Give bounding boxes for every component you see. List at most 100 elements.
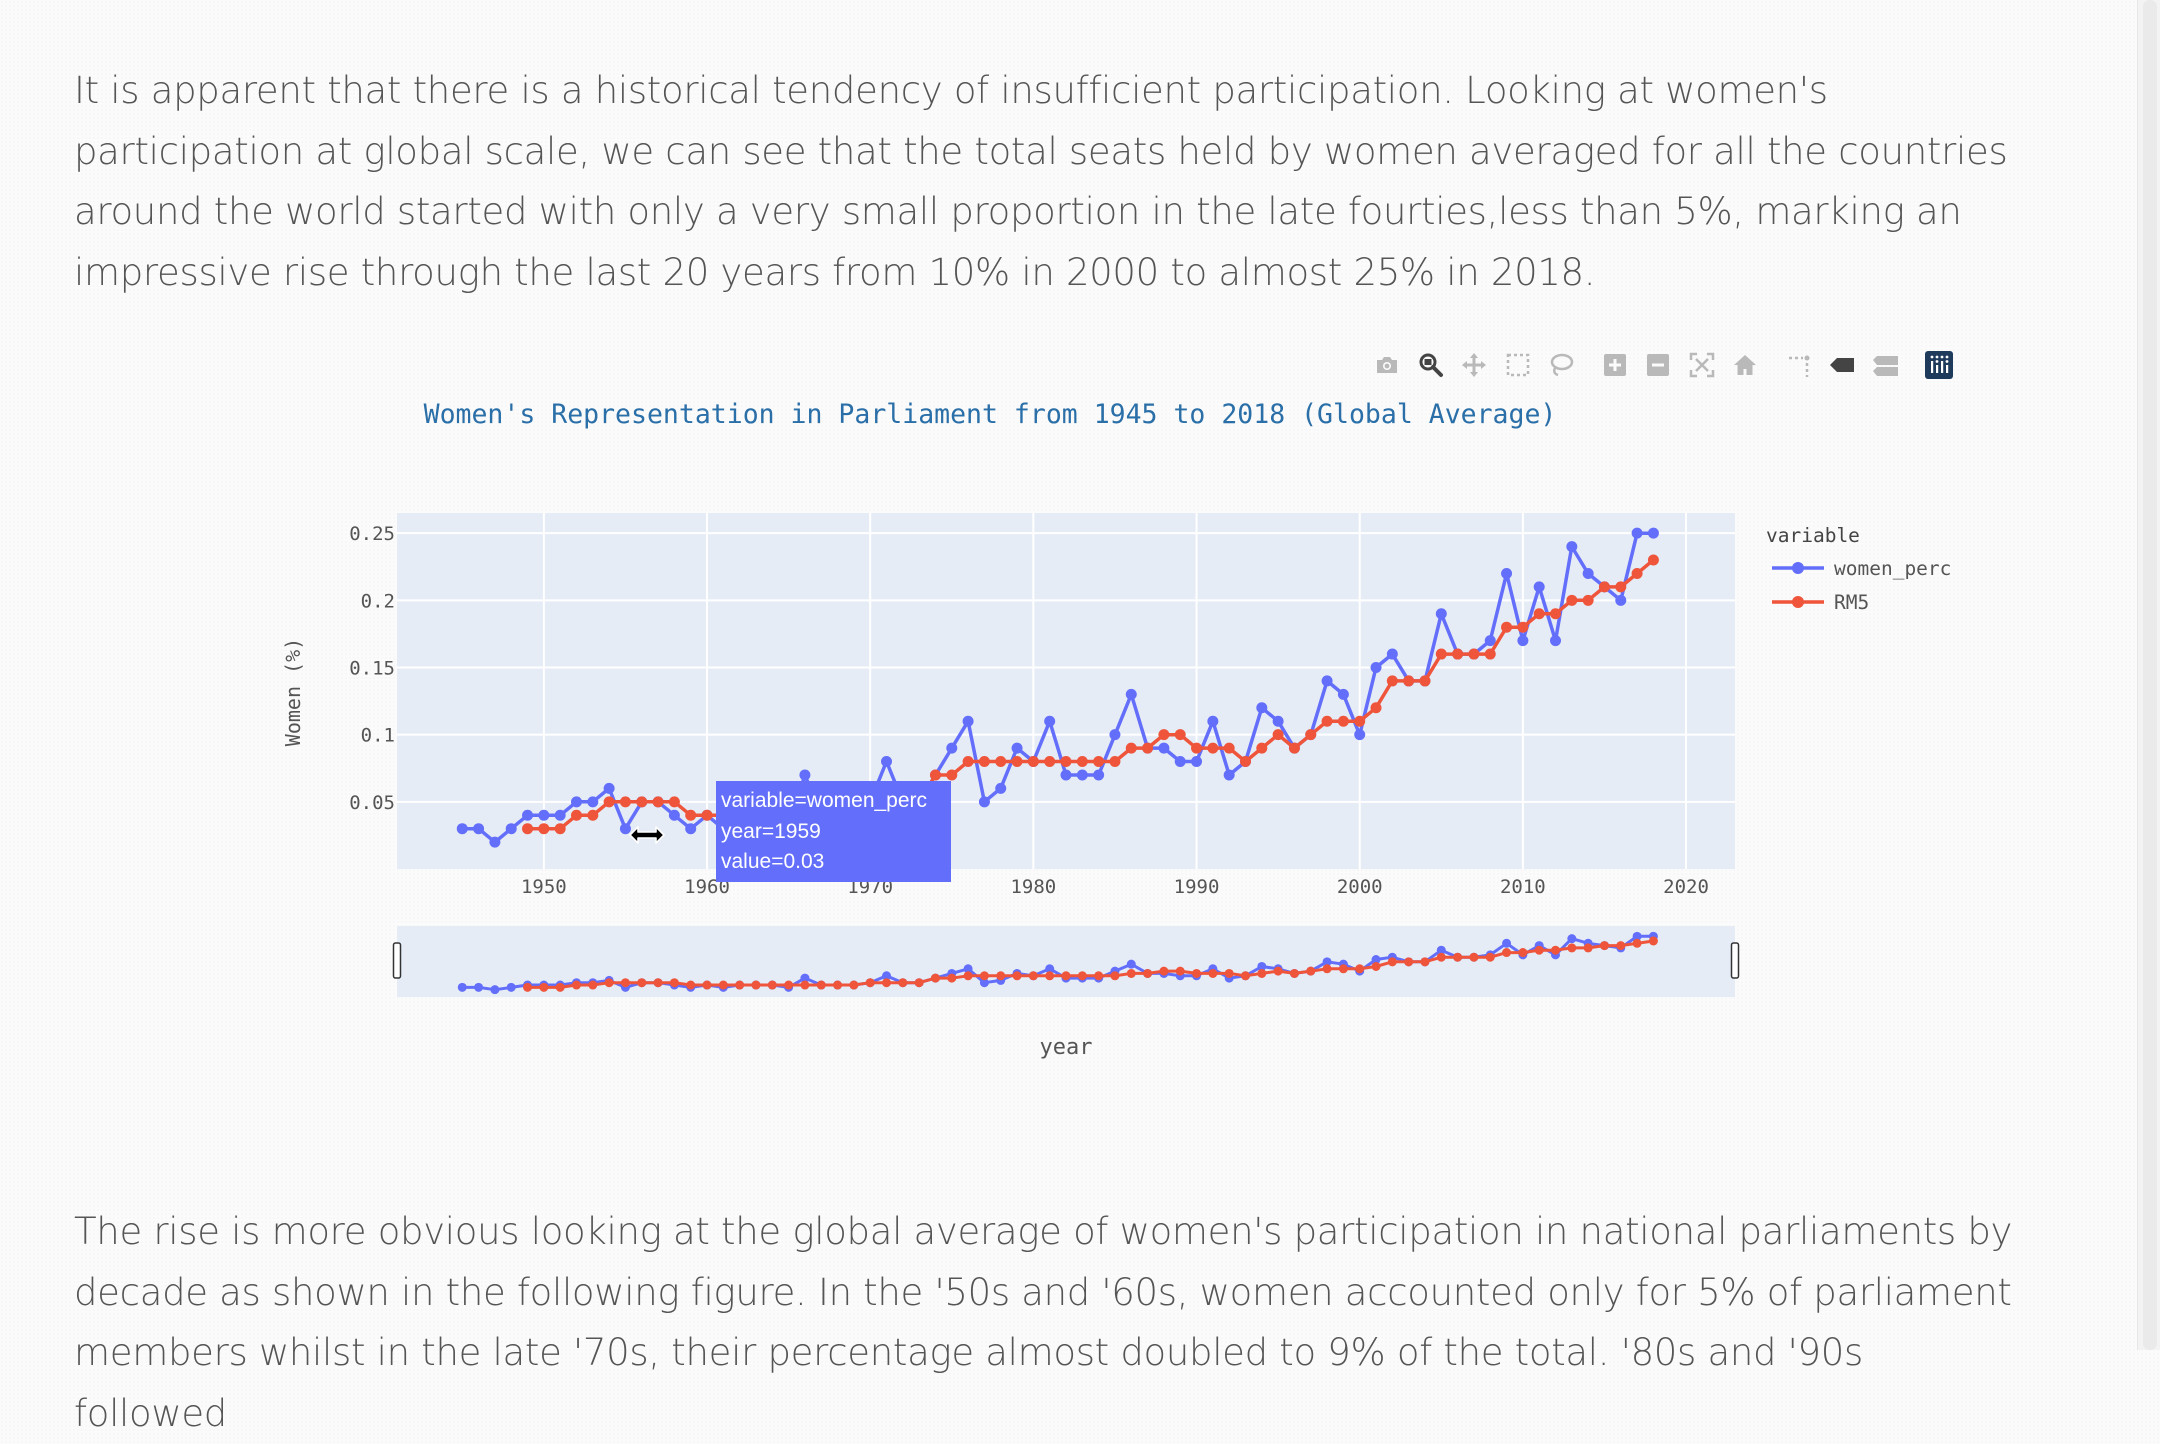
data-point-women_perc[interactable]: [1337, 688, 1349, 700]
data-point-RM5[interactable]: [1598, 581, 1610, 593]
page-scrollbar[interactable]: [2137, 0, 2160, 1350]
data-point-RM5[interactable]: [1435, 648, 1447, 660]
data-point-RM5[interactable]: [1647, 554, 1659, 566]
data-point-RM5[interactable]: [1223, 742, 1235, 754]
data-point-RM5[interactable]: [1386, 675, 1398, 687]
data-point-women_perc[interactable]: [1158, 742, 1170, 754]
data-point-RM5[interactable]: [570, 809, 582, 821]
data-point-RM5[interactable]: [1370, 702, 1382, 714]
legend-item-women_perc[interactable]: women_perc: [1772, 557, 1951, 580]
data-point-women_perc[interactable]: [668, 809, 680, 821]
autoscale-button[interactable]: [1685, 348, 1719, 382]
data-point-RM5[interactable]: [1305, 729, 1317, 741]
data-point-RM5[interactable]: [1354, 715, 1366, 727]
data-point-RM5[interactable]: [587, 809, 599, 821]
data-point-RM5[interactable]: [962, 756, 974, 768]
data-point-RM5[interactable]: [1272, 729, 1284, 741]
hover-compare-button[interactable]: [1869, 348, 1903, 382]
plot-area[interactable]: [397, 513, 1735, 869]
data-point-women_perc[interactable]: [1435, 608, 1447, 620]
data-point-RM5[interactable]: [1566, 594, 1578, 606]
data-point-women_perc[interactable]: [1615, 594, 1627, 606]
data-point-RM5[interactable]: [1125, 742, 1137, 754]
data-point-women_perc[interactable]: [1093, 769, 1105, 781]
data-point-women_perc[interactable]: [473, 823, 485, 835]
data-point-RM5[interactable]: [1288, 742, 1300, 754]
data-point-RM5[interactable]: [1403, 675, 1415, 687]
box-select-button[interactable]: [1501, 348, 1535, 382]
data-point-women_perc[interactable]: [1631, 527, 1643, 539]
data-point-RM5[interactable]: [1239, 756, 1251, 768]
data-point-RM5[interactable]: [1550, 608, 1562, 620]
data-point-women_perc[interactable]: [1647, 527, 1659, 539]
data-point-women_perc[interactable]: [1484, 635, 1496, 647]
data-point-RM5[interactable]: [1109, 756, 1121, 768]
data-point-RM5[interactable]: [1076, 756, 1088, 768]
data-point-women_perc[interactable]: [978, 796, 990, 808]
data-point-women_perc[interactable]: [946, 742, 958, 754]
data-point-RM5[interactable]: [1631, 567, 1643, 579]
spike-lines-button[interactable]: [1782, 348, 1816, 382]
data-point-RM5[interactable]: [1011, 756, 1023, 768]
data-point-women_perc[interactable]: [522, 809, 534, 821]
data-point-RM5[interactable]: [1191, 742, 1203, 754]
hover-closest-button[interactable]: [1825, 348, 1859, 382]
data-point-RM5[interactable]: [929, 769, 941, 781]
data-point-RM5[interactable]: [1337, 715, 1349, 727]
data-point-RM5[interactable]: [554, 823, 566, 835]
camera-button[interactable]: [1370, 348, 1404, 382]
data-point-women_perc[interactable]: [1582, 567, 1594, 579]
data-point-women_perc[interactable]: [962, 715, 974, 727]
data-point-women_perc[interactable]: [1533, 581, 1545, 593]
data-point-women_perc[interactable]: [505, 823, 517, 835]
data-point-RM5[interactable]: [1484, 648, 1496, 660]
data-point-RM5[interactable]: [1174, 729, 1186, 741]
data-point-women_perc[interactable]: [1207, 715, 1219, 727]
data-point-women_perc[interactable]: [619, 823, 631, 835]
reset-axes-button[interactable]: [1728, 348, 1762, 382]
data-point-women_perc[interactable]: [1044, 715, 1056, 727]
data-point-women_perc[interactable]: [587, 796, 599, 808]
data-point-RM5[interactable]: [1582, 594, 1594, 606]
data-point-RM5[interactable]: [1419, 675, 1431, 687]
data-point-women_perc[interactable]: [1191, 756, 1203, 768]
range-slider[interactable]: [397, 926, 1735, 997]
data-point-RM5[interactable]: [1060, 756, 1072, 768]
data-point-women_perc[interactable]: [489, 836, 501, 848]
data-point-RM5[interactable]: [685, 809, 697, 821]
range-slider-handle-right[interactable]: [1730, 942, 1740, 979]
data-point-RM5[interactable]: [668, 796, 680, 808]
data-point-women_perc[interactable]: [995, 782, 1007, 794]
data-point-women_perc[interactable]: [1174, 756, 1186, 768]
data-point-RM5[interactable]: [1044, 756, 1056, 768]
data-point-women_perc[interactable]: [1272, 715, 1284, 727]
data-point-RM5[interactable]: [978, 756, 990, 768]
data-point-women_perc[interactable]: [1076, 769, 1088, 781]
data-point-women_perc[interactable]: [538, 809, 550, 821]
plotly-logo-button[interactable]: [1922, 348, 1956, 382]
zoom-out-button[interactable]: [1641, 348, 1675, 382]
data-point-women_perc[interactable]: [1060, 769, 1072, 781]
data-point-RM5[interactable]: [1027, 756, 1039, 768]
data-point-women_perc[interactable]: [1321, 675, 1333, 687]
data-point-RM5[interactable]: [522, 823, 534, 835]
data-point-RM5[interactable]: [1517, 621, 1529, 633]
data-point-RM5[interactable]: [1321, 715, 1333, 727]
data-point-RM5[interactable]: [1256, 742, 1268, 754]
data-point-women_perc[interactable]: [799, 769, 811, 781]
data-point-women_perc[interactable]: [685, 823, 697, 835]
data-point-RM5[interactable]: [1207, 742, 1219, 754]
data-point-women_perc[interactable]: [1517, 635, 1529, 647]
data-point-RM5[interactable]: [995, 756, 1007, 768]
data-point-women_perc[interactable]: [1566, 541, 1578, 553]
data-point-RM5[interactable]: [946, 769, 958, 781]
data-point-women_perc[interactable]: [1550, 635, 1562, 647]
data-point-RM5[interactable]: [1533, 608, 1545, 620]
data-point-RM5[interactable]: [619, 796, 631, 808]
data-point-RM5[interactable]: [701, 809, 713, 821]
data-point-RM5[interactable]: [1142, 742, 1154, 754]
data-point-women_perc[interactable]: [881, 756, 893, 768]
data-point-RM5[interactable]: [603, 796, 615, 808]
zoom-in-button[interactable]: [1598, 348, 1632, 382]
data-point-women_perc[interactable]: [1109, 729, 1121, 741]
